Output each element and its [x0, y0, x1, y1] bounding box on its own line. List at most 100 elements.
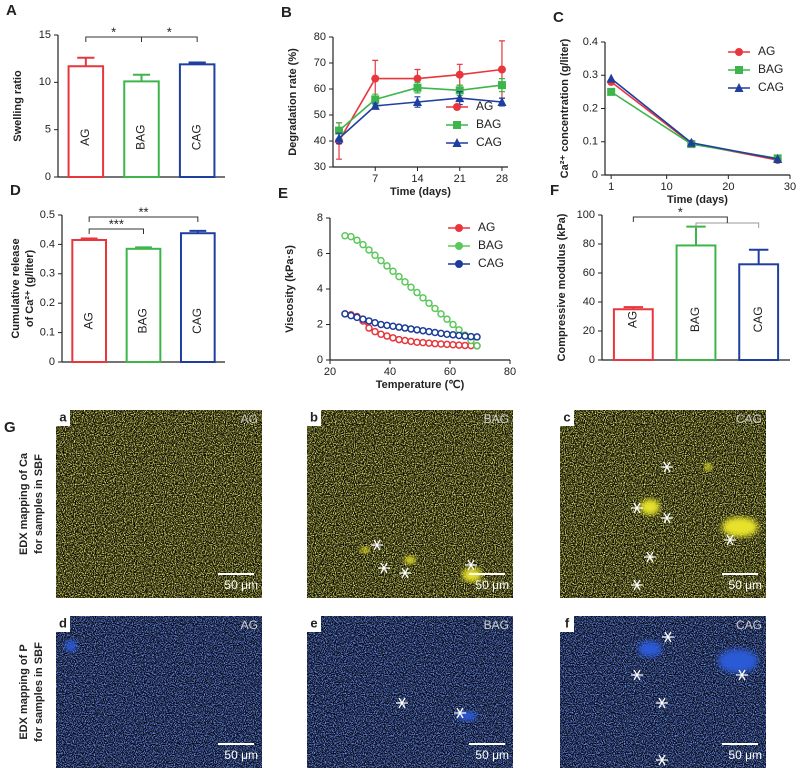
marker — [413, 326, 421, 334]
marker — [455, 86, 464, 95]
edx-image: f CAG 50 μm — [560, 615, 766, 768]
image-letter: c — [563, 409, 570, 424]
panel-label: G — [4, 419, 16, 436]
y-tick-label: 80 — [583, 238, 595, 250]
legend-label: BAG — [758, 62, 783, 76]
y-tick-label: 60 — [314, 83, 326, 95]
row-label: for samples in SBF — [33, 642, 45, 742]
marker — [455, 93, 465, 103]
star-marker — [656, 697, 668, 709]
x-tick-label: 20 — [722, 181, 734, 193]
y-axis-label: Viscosity (kPa·s) — [284, 245, 296, 333]
x-tick-label: 80 — [504, 366, 516, 378]
marker — [389, 322, 397, 331]
marker — [449, 340, 457, 349]
significance-label: * — [678, 204, 683, 219]
error-bar — [188, 61, 206, 65]
star-marker — [378, 562, 390, 574]
y-tick-label: 2 — [317, 318, 323, 330]
marker — [773, 154, 783, 164]
x-tick-label: 21 — [454, 173, 466, 185]
bar — [675, 244, 717, 361]
bar — [178, 63, 216, 178]
marker — [455, 70, 464, 79]
star-marker — [371, 539, 383, 551]
bar — [67, 65, 105, 178]
marker — [401, 324, 409, 332]
marker — [453, 121, 461, 129]
marker — [377, 320, 385, 329]
marker — [473, 342, 481, 350]
error-bar — [189, 229, 207, 234]
edx-image: c CAG 50 μm — [560, 409, 766, 598]
scale-label: 50 μm — [224, 748, 258, 762]
marker — [461, 332, 469, 340]
y-tick-label: 0.1 — [40, 327, 55, 339]
marker — [443, 340, 451, 349]
marker — [359, 315, 367, 323]
marker — [395, 323, 403, 331]
letter-box — [307, 410, 321, 426]
row-label: for samples in SBF — [33, 454, 45, 554]
y-tick-label: 0.3 — [40, 268, 55, 280]
marker — [455, 341, 463, 349]
legend-label: AG — [758, 44, 775, 58]
x-tick-label: 30 — [784, 181, 796, 193]
deposit — [718, 649, 758, 673]
marker — [371, 95, 380, 104]
edx-image: d AG 50 μm — [56, 615, 262, 768]
marker — [389, 267, 397, 275]
legend-label: CAG — [476, 135, 502, 149]
deposit — [640, 499, 660, 515]
y-axis-label: of Ca²⁺ (g/liter) — [24, 250, 36, 328]
category-label: AG — [81, 312, 95, 329]
marker — [449, 320, 457, 329]
star-marker — [644, 551, 656, 563]
marker — [686, 137, 696, 147]
y-tick-label: 0.5 — [40, 209, 55, 221]
significance-label: ** — [138, 204, 148, 219]
x-tick-label: 10 — [661, 181, 673, 193]
error-bar — [80, 237, 98, 240]
deposit — [704, 463, 712, 471]
y-tick-label: 0.2 — [40, 297, 55, 309]
y-tick-label: 4 — [317, 283, 323, 295]
marker — [425, 299, 433, 307]
marker — [353, 313, 361, 322]
significance-bracket — [88, 216, 199, 222]
panel-label: F — [550, 182, 559, 199]
y-tick-label: 15 — [39, 29, 51, 41]
marker — [606, 73, 616, 83]
bar — [71, 238, 108, 364]
category-label: AG — [626, 311, 640, 328]
panel-label: B — [281, 4, 292, 21]
deposit — [722, 517, 758, 537]
marker — [431, 328, 439, 337]
marker — [371, 327, 379, 336]
marker — [371, 74, 380, 83]
error-bar — [748, 248, 769, 265]
y-tick-label: 60 — [583, 267, 595, 279]
marker — [413, 83, 422, 92]
marker — [401, 336, 409, 345]
marker — [407, 325, 415, 333]
marker — [419, 326, 427, 335]
y-tick-label: 0.3 — [583, 69, 598, 81]
y-tick-label: 0.4 — [583, 36, 598, 48]
y-tick-label: 0 — [317, 354, 323, 366]
marker — [341, 232, 349, 240]
panel-label: C — [553, 9, 564, 26]
image-speckle — [307, 410, 513, 598]
marker — [734, 83, 744, 92]
marker — [425, 339, 433, 347]
y-tick-label: 0 — [592, 169, 598, 181]
star-marker — [724, 534, 736, 546]
letter-box — [307, 616, 321, 632]
star-marker — [736, 669, 748, 681]
image-letter: b — [310, 409, 318, 424]
marker — [334, 133, 344, 143]
sample-label: AG — [241, 412, 258, 426]
marker — [413, 288, 421, 297]
marker — [389, 334, 397, 342]
y-tick-label: 5 — [45, 124, 51, 136]
